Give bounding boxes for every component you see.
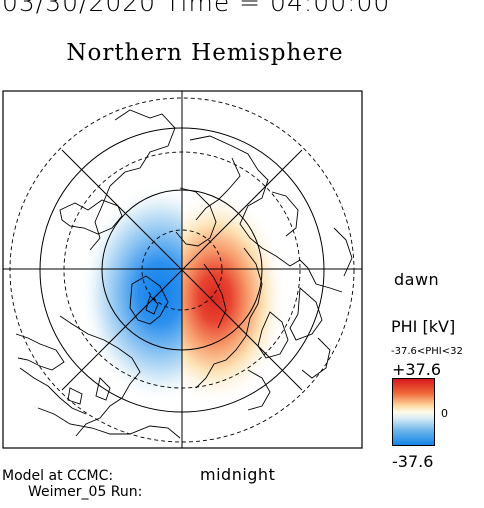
coastlines (15, 109, 353, 439)
lat-circle-40 (9, 97, 355, 443)
meridian-sw (61, 269, 183, 391)
model-label: Model at CCMC: (2, 468, 114, 484)
meridian-nw (61, 149, 183, 271)
colorbar-min-label: -37.6 (392, 452, 434, 471)
plot-title: Northern Hemisphere (66, 40, 344, 66)
plot-frame (2, 90, 363, 449)
meridians (3, 91, 362, 448)
polar-map (2, 90, 363, 449)
midnight-label: midnight (200, 465, 276, 484)
dawn-label: dawn (394, 270, 440, 289)
colorbar-title: PHI [kV] (391, 317, 456, 336)
meridian-se (181, 269, 303, 391)
run-label: Weimer_05 Run: (28, 484, 143, 500)
meridian-ne (181, 149, 303, 271)
lat-circle-80 (141, 229, 223, 311)
date-time-label: 03/30/2020 Time = 04:00:00 (2, 0, 391, 17)
colorbar-zero-label: 0 (441, 407, 448, 420)
colorbar (392, 378, 435, 446)
potential-cells (80, 183, 287, 406)
colorbar-max-label: +37.6 (392, 360, 442, 379)
colorbar-range-text: -37.6<PHI<32 (391, 346, 463, 357)
